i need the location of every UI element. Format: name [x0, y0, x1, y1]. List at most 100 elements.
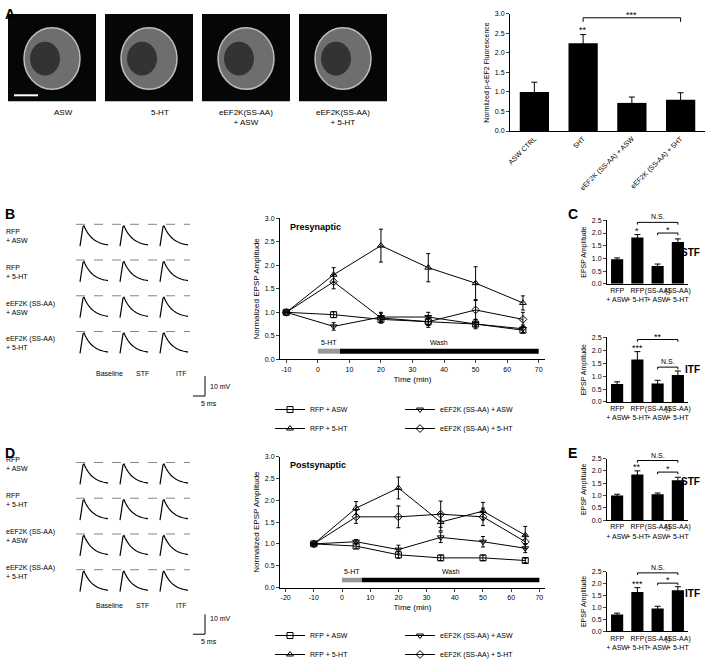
svg-text:EPSP Amplitude: EPSP Amplitude	[580, 464, 588, 515]
svg-text:1.5: 1.5	[265, 519, 275, 526]
svg-text:70: 70	[535, 594, 543, 601]
svg-text:eEF2K(SS-AA)+ 5-HT: eEF2K(SS-AA)+ 5-HT	[316, 108, 370, 127]
svg-text:(SS-AA)+ ASW: (SS-AA)+ ASW	[645, 523, 671, 539]
svg-text:50: 50	[479, 594, 487, 601]
svg-text:5-HT: 5-HT	[321, 339, 337, 346]
svg-text:RFP+ 5-HT: RFP+ 5-HT	[627, 405, 649, 421]
svg-text:3.0: 3.0	[265, 215, 275, 222]
svg-text:60: 60	[507, 594, 515, 601]
svg-text:N.S.: N.S.	[651, 452, 665, 459]
svg-text:20: 20	[377, 366, 385, 373]
svg-text:0.0: 0.0	[265, 356, 275, 363]
svg-text:RFP+ 5-HT: RFP+ 5-HT	[6, 492, 28, 508]
svg-text:2.0: 2.0	[592, 467, 602, 474]
svg-text:eEF2K (SS-AA)+ ASW: eEF2K (SS-AA)+ ASW	[6, 300, 55, 316]
svg-text:1.5: 1.5	[592, 360, 602, 367]
svg-text:2.0: 2.0	[265, 497, 275, 504]
svg-text:eEF2K (SS-AA)+ 5-HT: eEF2K (SS-AA)+ 5-HT	[6, 564, 55, 580]
svg-text:Baseline: Baseline	[96, 602, 123, 609]
svg-text:1.5: 1.5	[495, 69, 505, 76]
svg-text:RFP+ 5-HT: RFP+ 5-HT	[627, 287, 649, 303]
svg-text:RFP+ 5-HT: RFP+ 5-HT	[627, 523, 649, 539]
svg-text:0.0: 0.0	[592, 628, 602, 635]
svg-text:0.0: 0.0	[265, 584, 275, 591]
svg-text:Normalized EPSP Amplitude: Normalized EPSP Amplitude	[252, 238, 261, 340]
svg-text:60: 60	[503, 366, 511, 373]
svg-text:B: B	[5, 206, 15, 222]
svg-text:0.5: 0.5	[265, 562, 275, 569]
svg-text:RFP+ ASW: RFP+ ASW	[606, 635, 628, 651]
svg-text:eEF2K (SS-AA) + ASW: eEF2K (SS-AA) + ASW	[440, 632, 513, 640]
svg-text:1.5: 1.5	[592, 592, 602, 599]
svg-text:(SS-AA)+ 5-HT: (SS-AA)+ 5-HT	[665, 635, 691, 651]
svg-text:RFP+ ASW: RFP+ ASW	[606, 523, 628, 539]
svg-text:RFP + 5-HT: RFP + 5-HT	[310, 425, 348, 432]
svg-text:1.5: 1.5	[592, 480, 602, 487]
svg-text:eEF2K (SS-AA)+ ASW: eEF2K (SS-AA)+ ASW	[6, 528, 55, 544]
svg-text:0.5: 0.5	[592, 268, 602, 275]
svg-text:2.5: 2.5	[265, 238, 275, 245]
svg-text:-10: -10	[281, 366, 291, 373]
svg-text:RFP + ASW: RFP + ASW	[310, 632, 348, 639]
svg-text:0.5: 0.5	[265, 332, 275, 339]
svg-text:Wash: Wash	[430, 339, 448, 346]
svg-text:STF: STF	[136, 370, 149, 377]
svg-text:2.0: 2.0	[592, 347, 602, 354]
svg-text:1.0: 1.0	[495, 88, 505, 95]
svg-text:1.0: 1.0	[592, 255, 602, 262]
svg-text:***: ***	[632, 343, 643, 353]
svg-text:0: 0	[340, 594, 344, 601]
svg-text:0: 0	[316, 366, 320, 373]
svg-text:10: 10	[366, 594, 374, 601]
svg-text:5HT: 5HT	[572, 135, 587, 150]
svg-text:0.0: 0.0	[592, 517, 602, 524]
svg-text:1.0: 1.0	[592, 604, 602, 611]
svg-text:eEF2K (SS-AA)+ 5-HT: eEF2K (SS-AA)+ 5-HT	[6, 335, 55, 351]
svg-text:Time (min): Time (min)	[394, 603, 432, 612]
svg-text:0.5: 0.5	[592, 386, 602, 393]
svg-text:30: 30	[423, 594, 431, 601]
svg-text:eEF2K (SS-AA) + ASW: eEF2K (SS-AA) + ASW	[440, 406, 513, 414]
svg-text:*: *	[666, 575, 670, 585]
svg-text:3.0: 3.0	[495, 10, 505, 17]
svg-text:(SS-AA)+ ASW: (SS-AA)+ ASW	[645, 287, 671, 303]
svg-text:5 ms: 5 ms	[201, 638, 217, 645]
svg-text:***: ***	[632, 579, 643, 589]
svg-text:0.0: 0.0	[592, 280, 602, 287]
svg-text:STF: STF	[136, 602, 149, 609]
svg-text:eEF2K (SS-AA) + 5HT: eEF2K (SS-AA) + 5HT	[629, 135, 685, 191]
svg-text:40: 40	[451, 594, 459, 601]
svg-text:**: **	[633, 462, 641, 472]
svg-text:0.5: 0.5	[592, 616, 602, 623]
svg-text:RFP+ ASW: RFP+ ASW	[606, 405, 628, 421]
svg-text:2.5: 2.5	[265, 475, 275, 482]
svg-text:ITF: ITF	[685, 588, 700, 599]
svg-text:2.5: 2.5	[592, 217, 602, 224]
svg-text:eEF2K (SS-AA) + 5-HT: eEF2K (SS-AA) + 5-HT	[440, 425, 513, 433]
svg-text:STF: STF	[681, 476, 700, 487]
svg-text:ITF: ITF	[685, 364, 700, 375]
svg-text:1.5: 1.5	[592, 242, 602, 249]
svg-text:eEF2K (SS-AA) + 5-HT: eEF2K (SS-AA) + 5-HT	[440, 651, 513, 659]
svg-text:ASW CTRL: ASW CTRL	[507, 135, 538, 166]
svg-text:(SS-AA)+ ASW: (SS-AA)+ ASW	[645, 405, 671, 421]
svg-text:2.0: 2.0	[592, 580, 602, 587]
svg-text:*: *	[666, 464, 670, 474]
svg-text:2.0: 2.0	[592, 229, 602, 236]
svg-text:*: *	[666, 225, 670, 235]
svg-text:N.S.: N.S.	[651, 213, 665, 220]
svg-text:70: 70	[535, 366, 543, 373]
svg-text:-20: -20	[281, 594, 291, 601]
svg-text:ASW: ASW	[54, 108, 73, 117]
svg-text:STF: STF	[681, 247, 700, 258]
svg-text:C: C	[568, 206, 578, 222]
svg-text:eEF2K (SS-AA) + ASW: eEF2K (SS-AA) + ASW	[579, 135, 636, 192]
svg-text:(SS-AA)+ 5-HT: (SS-AA)+ 5-HT	[665, 287, 691, 303]
svg-text:2.5: 2.5	[592, 568, 602, 575]
svg-text:A: A	[5, 6, 15, 22]
svg-text:***: ***	[626, 10, 637, 20]
svg-text:(SS-AA)+ 5-HT: (SS-AA)+ 5-HT	[665, 523, 691, 539]
svg-text:N.S.: N.S.	[651, 564, 665, 571]
svg-text:EPSP Amplitude: EPSP Amplitude	[580, 344, 588, 395]
svg-text:Wash: Wash	[442, 568, 460, 575]
